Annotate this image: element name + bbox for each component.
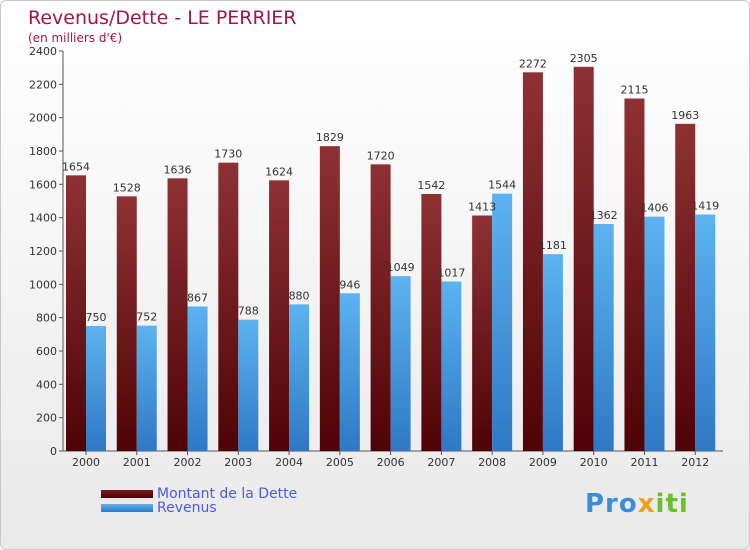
- bar-revenus: [86, 326, 106, 451]
- data-label-revenus: 867: [187, 292, 208, 305]
- bar-revenus: [238, 319, 259, 451]
- bar-revenus: [593, 224, 614, 451]
- x-tick-label: 2008: [478, 456, 506, 469]
- data-label-dette: 1528: [113, 181, 141, 194]
- x-tick-label: 2004: [275, 456, 303, 469]
- bar-dette: [319, 146, 340, 451]
- x-tick-label: 2001: [123, 456, 151, 469]
- bar-dette: [167, 178, 188, 452]
- x-tick-label: 2005: [326, 456, 354, 469]
- data-label-dette: 1624: [265, 165, 293, 178]
- bar-revenus: [492, 193, 513, 451]
- bar-revenus: [289, 304, 310, 451]
- data-label-dette: 1413: [468, 201, 496, 214]
- data-label-revenus: 788: [238, 305, 259, 318]
- x-tick-label: 2006: [377, 456, 405, 469]
- bar-revenus: [390, 276, 411, 451]
- y-tick-label: 1800: [29, 145, 57, 158]
- data-label-revenus: 880: [289, 289, 310, 302]
- data-label-revenus: 1017: [437, 267, 465, 280]
- bar-dette: [675, 123, 696, 451]
- bar-revenus: [644, 216, 665, 451]
- data-label-dette: 1654: [62, 160, 90, 173]
- y-tick-label: 2400: [29, 45, 57, 58]
- data-label-dette: 2115: [620, 84, 648, 97]
- y-tick-label: 600: [36, 345, 57, 358]
- bar-dette: [116, 196, 137, 451]
- data-label-dette: 1829: [316, 131, 344, 144]
- bar-dette: [370, 164, 391, 452]
- data-label-dette: 1730: [214, 148, 242, 161]
- bar-revenus: [542, 254, 563, 451]
- proxiti-logo: Proxiti: [585, 489, 689, 519]
- bar-dette: [66, 175, 86, 452]
- y-tick-label: 1000: [29, 278, 57, 291]
- data-label-revenus: 1406: [640, 202, 668, 215]
- y-tick-label: 2000: [29, 112, 57, 125]
- chart-title: Revenus/Dette - LE PERRIER: [28, 7, 297, 29]
- y-tick-label: 400: [36, 378, 57, 391]
- data-label-revenus: 1049: [387, 261, 415, 274]
- data-label-revenus: 1419: [691, 200, 719, 213]
- legend-swatch-dette: [101, 490, 153, 498]
- data-label-revenus: 750: [86, 311, 107, 324]
- bar-dette: [472, 215, 493, 451]
- legend-label-revenus: Revenus: [157, 500, 217, 516]
- x-tick-label: 2000: [72, 456, 100, 469]
- y-tick-label: 200: [36, 412, 57, 425]
- data-label-revenus: 946: [339, 278, 360, 291]
- chart-subtitle: (en milliers d'€): [28, 31, 123, 45]
- data-label-revenus: 752: [136, 311, 157, 324]
- bar-dette: [269, 180, 290, 452]
- bar-revenus: [441, 281, 462, 451]
- data-label-dette: 2272: [519, 57, 547, 70]
- bar-revenus: [339, 293, 360, 451]
- data-label-dette: 1720: [367, 149, 395, 162]
- x-tick-label: 2012: [681, 456, 709, 469]
- bar-dette: [421, 194, 442, 451]
- legend-label-dette: Montant de la Dette: [157, 486, 298, 502]
- data-label-dette: 1963: [671, 109, 699, 122]
- y-tick-label: 800: [36, 312, 57, 325]
- bar-dette: [573, 66, 594, 451]
- bar-revenus: [136, 325, 157, 451]
- x-tick-label: 2007: [427, 456, 455, 469]
- data-label-dette: 2305: [570, 52, 598, 65]
- legend-swatch-revenus: [101, 504, 153, 512]
- y-tick-label: 1400: [29, 212, 57, 225]
- bar-revenus: [695, 214, 716, 451]
- bar-dette: [218, 162, 239, 451]
- y-tick-label: 0: [50, 445, 57, 458]
- bar-dette: [522, 72, 543, 451]
- y-tick-label: 1200: [29, 245, 57, 258]
- data-label-revenus: 1362: [590, 209, 618, 222]
- data-label-revenus: 1544: [488, 179, 516, 192]
- x-tick-label: 2009: [529, 456, 557, 469]
- y-tick-label: 2200: [29, 78, 57, 91]
- x-tick-label: 2011: [630, 456, 658, 469]
- x-tick-label: 2010: [580, 456, 608, 469]
- data-label-revenus: 1181: [539, 239, 567, 252]
- y-tick-label: 1600: [29, 178, 57, 191]
- data-label-dette: 1636: [164, 163, 192, 176]
- x-tick-label: 2003: [224, 456, 252, 469]
- bar-revenus: [187, 306, 208, 451]
- data-label-dette: 1542: [417, 179, 445, 192]
- x-tick-label: 2002: [174, 456, 202, 469]
- bar-dette: [624, 98, 645, 451]
